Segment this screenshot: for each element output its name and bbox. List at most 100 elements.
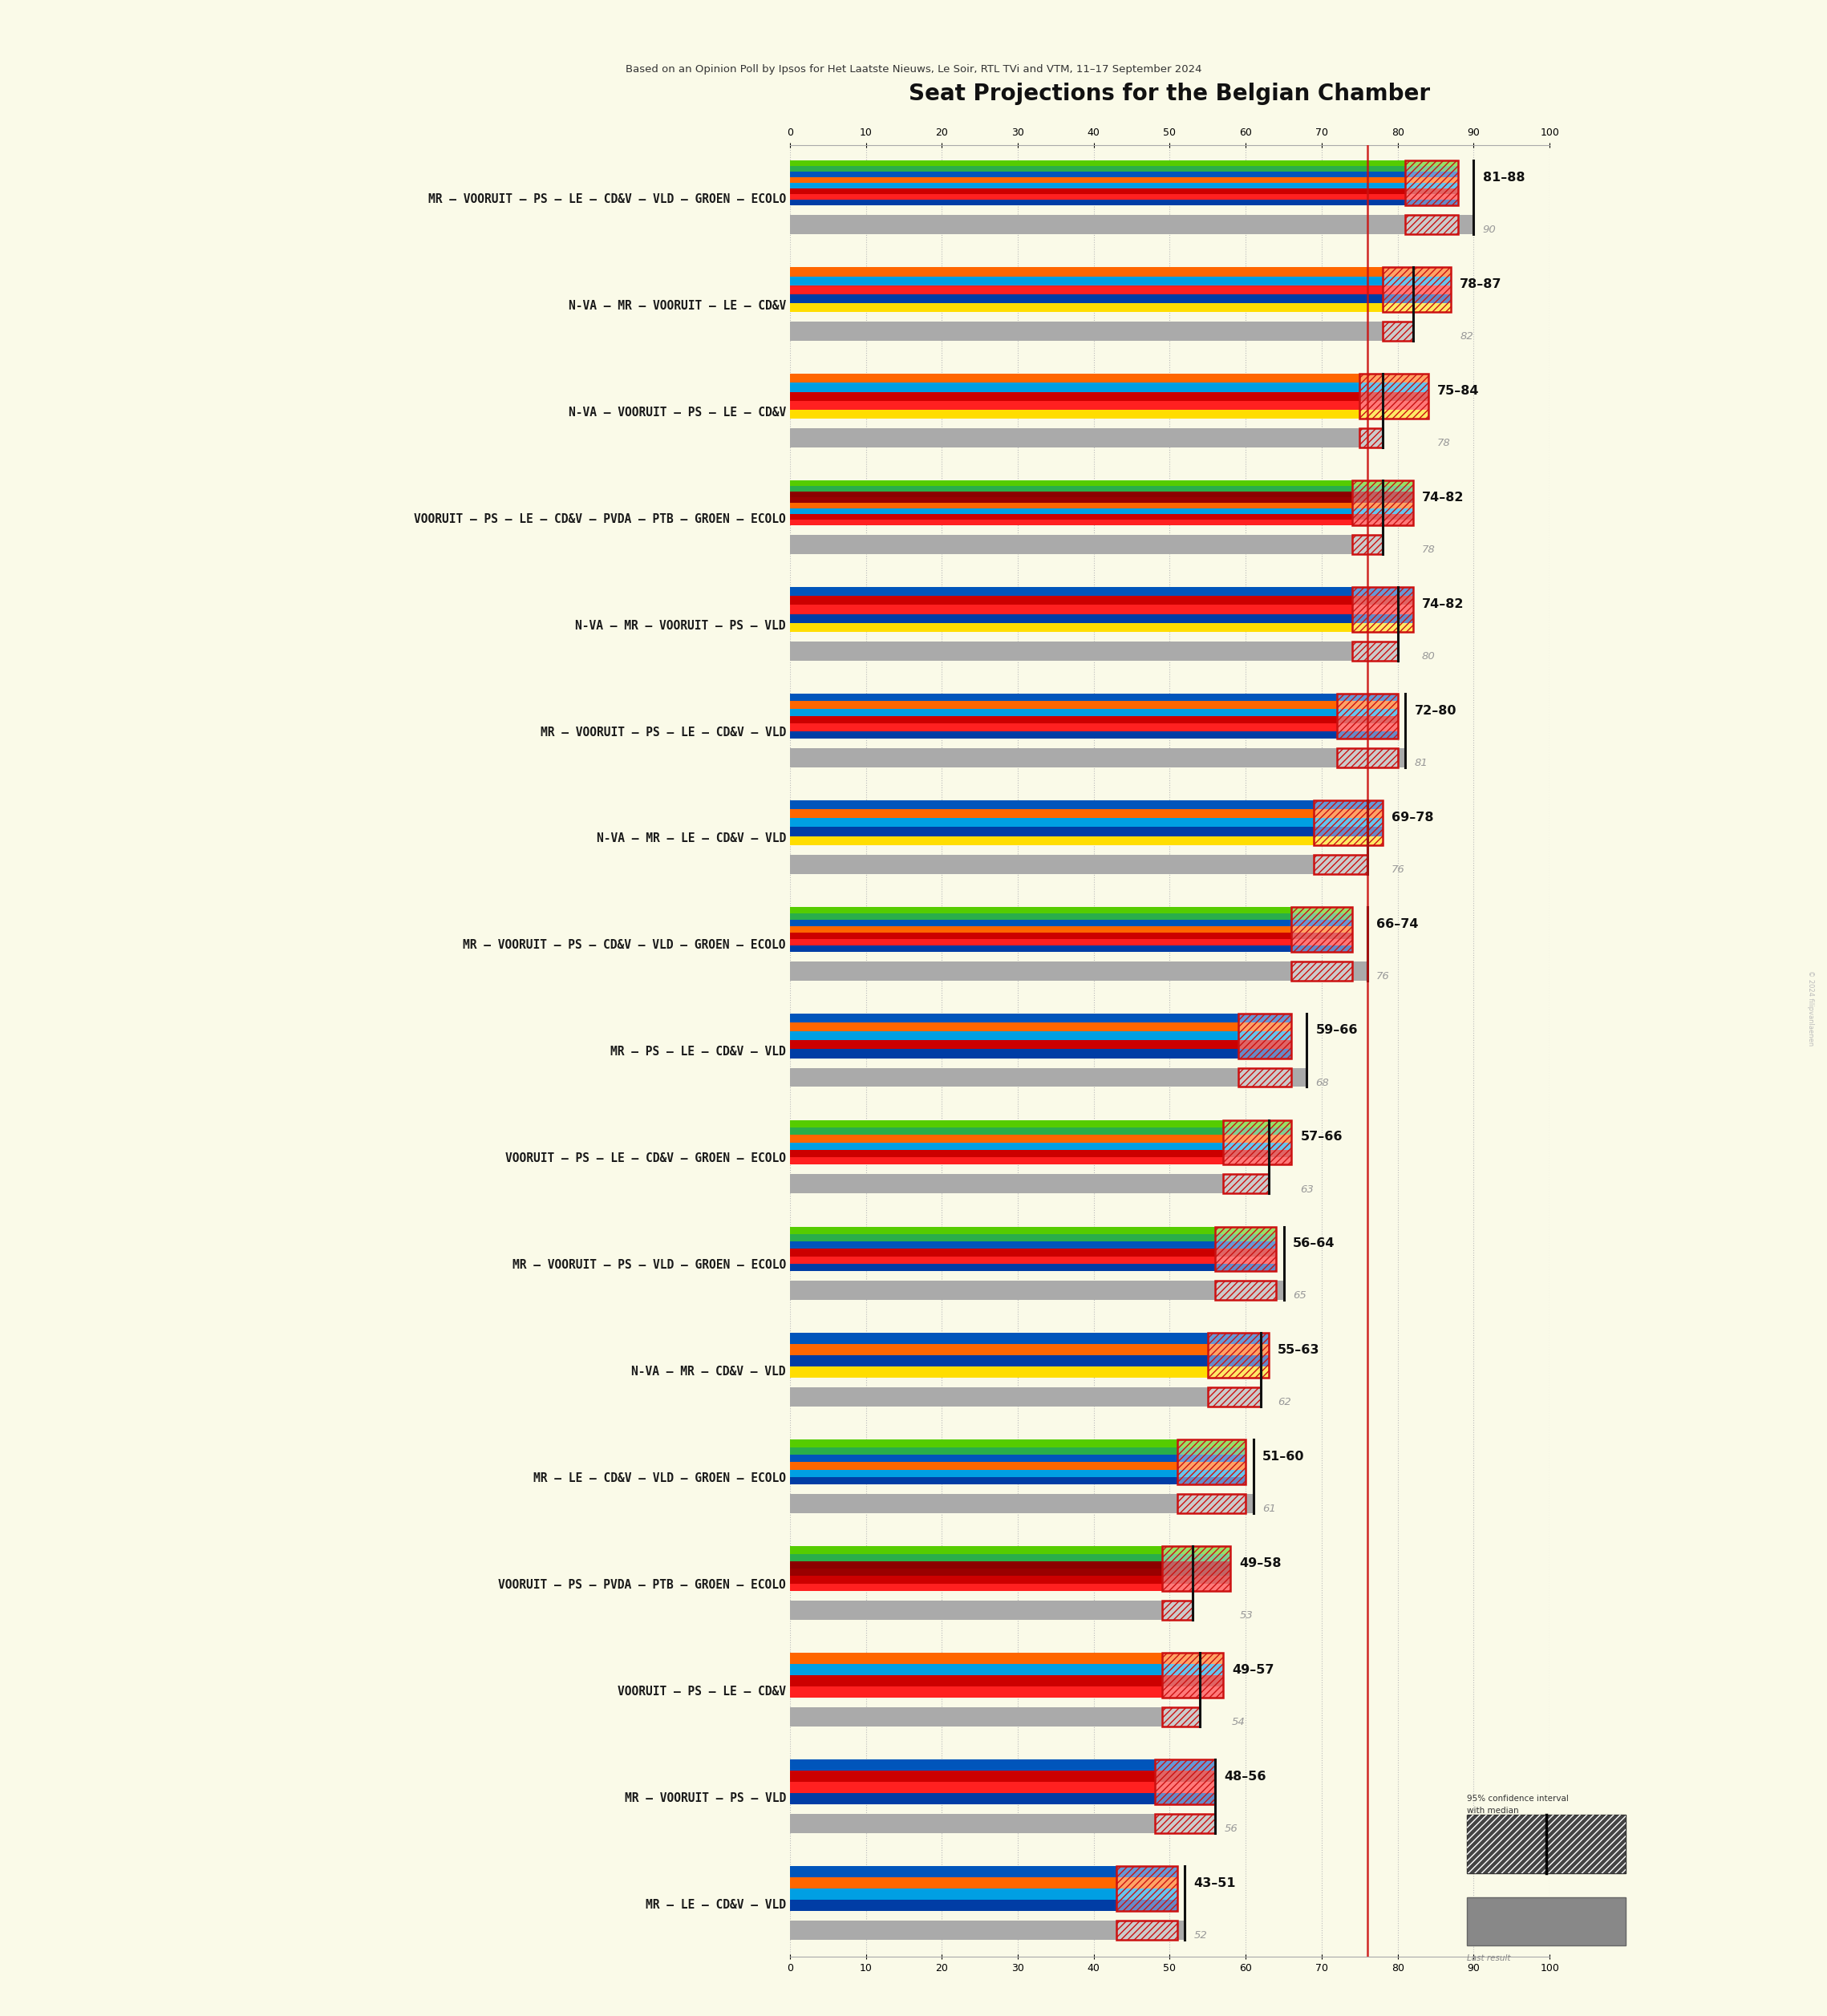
Text: 80: 80 bbox=[1421, 651, 1436, 661]
Bar bbox=[1383, 268, 1451, 312]
Bar bbox=[1239, 1014, 1292, 1058]
Bar bbox=[1337, 694, 1398, 738]
Bar bbox=[1383, 268, 1451, 312]
Bar bbox=[789, 427, 1383, 448]
Bar bbox=[1337, 748, 1398, 768]
Bar bbox=[789, 1447, 1246, 1456]
Bar bbox=[1405, 216, 1458, 234]
Bar bbox=[789, 939, 1352, 946]
Bar bbox=[1155, 1814, 1215, 1833]
Bar bbox=[789, 1264, 1275, 1272]
Bar bbox=[789, 641, 1398, 661]
Bar bbox=[1292, 962, 1352, 980]
Bar bbox=[789, 1250, 1275, 1256]
Bar bbox=[1352, 587, 1412, 631]
Bar bbox=[1162, 1546, 1231, 1591]
Text: 62: 62 bbox=[1277, 1397, 1292, 1407]
Text: 74–82: 74–82 bbox=[1421, 599, 1463, 611]
Bar bbox=[789, 1068, 1306, 1087]
Bar bbox=[789, 1127, 1292, 1135]
Bar bbox=[789, 200, 1458, 206]
Text: 76: 76 bbox=[1392, 865, 1405, 875]
Bar bbox=[789, 1333, 1268, 1345]
Bar bbox=[789, 1782, 1215, 1792]
Bar bbox=[789, 946, 1352, 952]
Bar bbox=[1215, 1226, 1275, 1272]
Bar bbox=[1215, 1226, 1275, 1272]
Bar bbox=[789, 837, 1383, 845]
Text: 74–82: 74–82 bbox=[1421, 492, 1463, 504]
Bar bbox=[789, 708, 1398, 716]
Bar bbox=[789, 1889, 1177, 1899]
Text: 48–56: 48–56 bbox=[1224, 1770, 1266, 1782]
Bar bbox=[789, 373, 1429, 383]
Bar bbox=[789, 486, 1412, 492]
Bar bbox=[789, 1478, 1246, 1484]
Bar bbox=[1337, 748, 1398, 768]
Bar bbox=[1162, 1546, 1231, 1591]
Bar bbox=[1177, 1494, 1246, 1514]
Bar bbox=[789, 1792, 1215, 1804]
Text: 65: 65 bbox=[1294, 1290, 1306, 1300]
Bar bbox=[1222, 1121, 1292, 1165]
Bar bbox=[789, 276, 1451, 284]
Bar bbox=[1292, 962, 1352, 980]
Bar bbox=[789, 1175, 1268, 1193]
Bar bbox=[789, 1280, 1284, 1300]
Text: 95% confidence interval: 95% confidence interval bbox=[1467, 1794, 1568, 1802]
Bar bbox=[1239, 1068, 1292, 1087]
Bar bbox=[1314, 855, 1367, 873]
Bar bbox=[789, 808, 1383, 818]
Bar bbox=[1405, 216, 1458, 234]
Text: 53: 53 bbox=[1239, 1611, 1253, 1621]
Text: Last result: Last result bbox=[1467, 1954, 1511, 1962]
Bar bbox=[789, 931, 1352, 939]
Bar bbox=[789, 391, 1429, 401]
Bar bbox=[1162, 1653, 1222, 1697]
Text: 57–66: 57–66 bbox=[1301, 1131, 1343, 1143]
Text: 52: 52 bbox=[1195, 1929, 1208, 1941]
Bar bbox=[1314, 855, 1367, 873]
Bar bbox=[1352, 534, 1383, 554]
Bar bbox=[1359, 427, 1383, 448]
Bar bbox=[789, 1256, 1275, 1264]
Text: 76: 76 bbox=[1376, 972, 1390, 982]
Bar bbox=[789, 605, 1412, 615]
Bar bbox=[1352, 534, 1383, 554]
Bar bbox=[1222, 1121, 1292, 1165]
Bar bbox=[789, 498, 1412, 502]
Bar bbox=[789, 913, 1352, 919]
Bar bbox=[789, 1143, 1292, 1149]
Text: © 2024 filipvanlaenen: © 2024 filipvanlaenen bbox=[1807, 970, 1814, 1046]
Bar bbox=[789, 1462, 1246, 1470]
Title: Seat Projections for the Belgian Chamber: Seat Projections for the Belgian Chamber bbox=[910, 83, 1431, 105]
Bar bbox=[789, 216, 1474, 234]
Bar bbox=[789, 1040, 1292, 1048]
Bar bbox=[1352, 534, 1383, 554]
Bar bbox=[789, 1234, 1275, 1242]
Bar bbox=[1292, 907, 1352, 952]
Bar bbox=[1352, 641, 1398, 661]
Text: 49–58: 49–58 bbox=[1239, 1556, 1283, 1568]
Bar bbox=[1155, 1760, 1215, 1804]
Bar bbox=[789, 732, 1398, 738]
Bar bbox=[789, 925, 1352, 931]
Bar bbox=[1314, 800, 1383, 845]
Bar bbox=[789, 268, 1451, 276]
Bar bbox=[1359, 373, 1429, 419]
Bar bbox=[1359, 373, 1429, 419]
Bar bbox=[1405, 161, 1458, 206]
Bar bbox=[789, 1760, 1215, 1770]
Text: 51–60: 51–60 bbox=[1262, 1452, 1304, 1464]
Bar bbox=[789, 171, 1458, 177]
Bar bbox=[1177, 1439, 1246, 1484]
Bar bbox=[1359, 427, 1383, 448]
Bar bbox=[1383, 323, 1412, 341]
Text: 90: 90 bbox=[1484, 226, 1496, 236]
Bar bbox=[789, 800, 1383, 808]
Bar bbox=[1116, 1867, 1177, 1911]
Bar bbox=[1162, 1601, 1193, 1619]
Bar bbox=[789, 615, 1412, 623]
Bar bbox=[789, 190, 1458, 194]
Bar bbox=[1116, 1921, 1177, 1939]
